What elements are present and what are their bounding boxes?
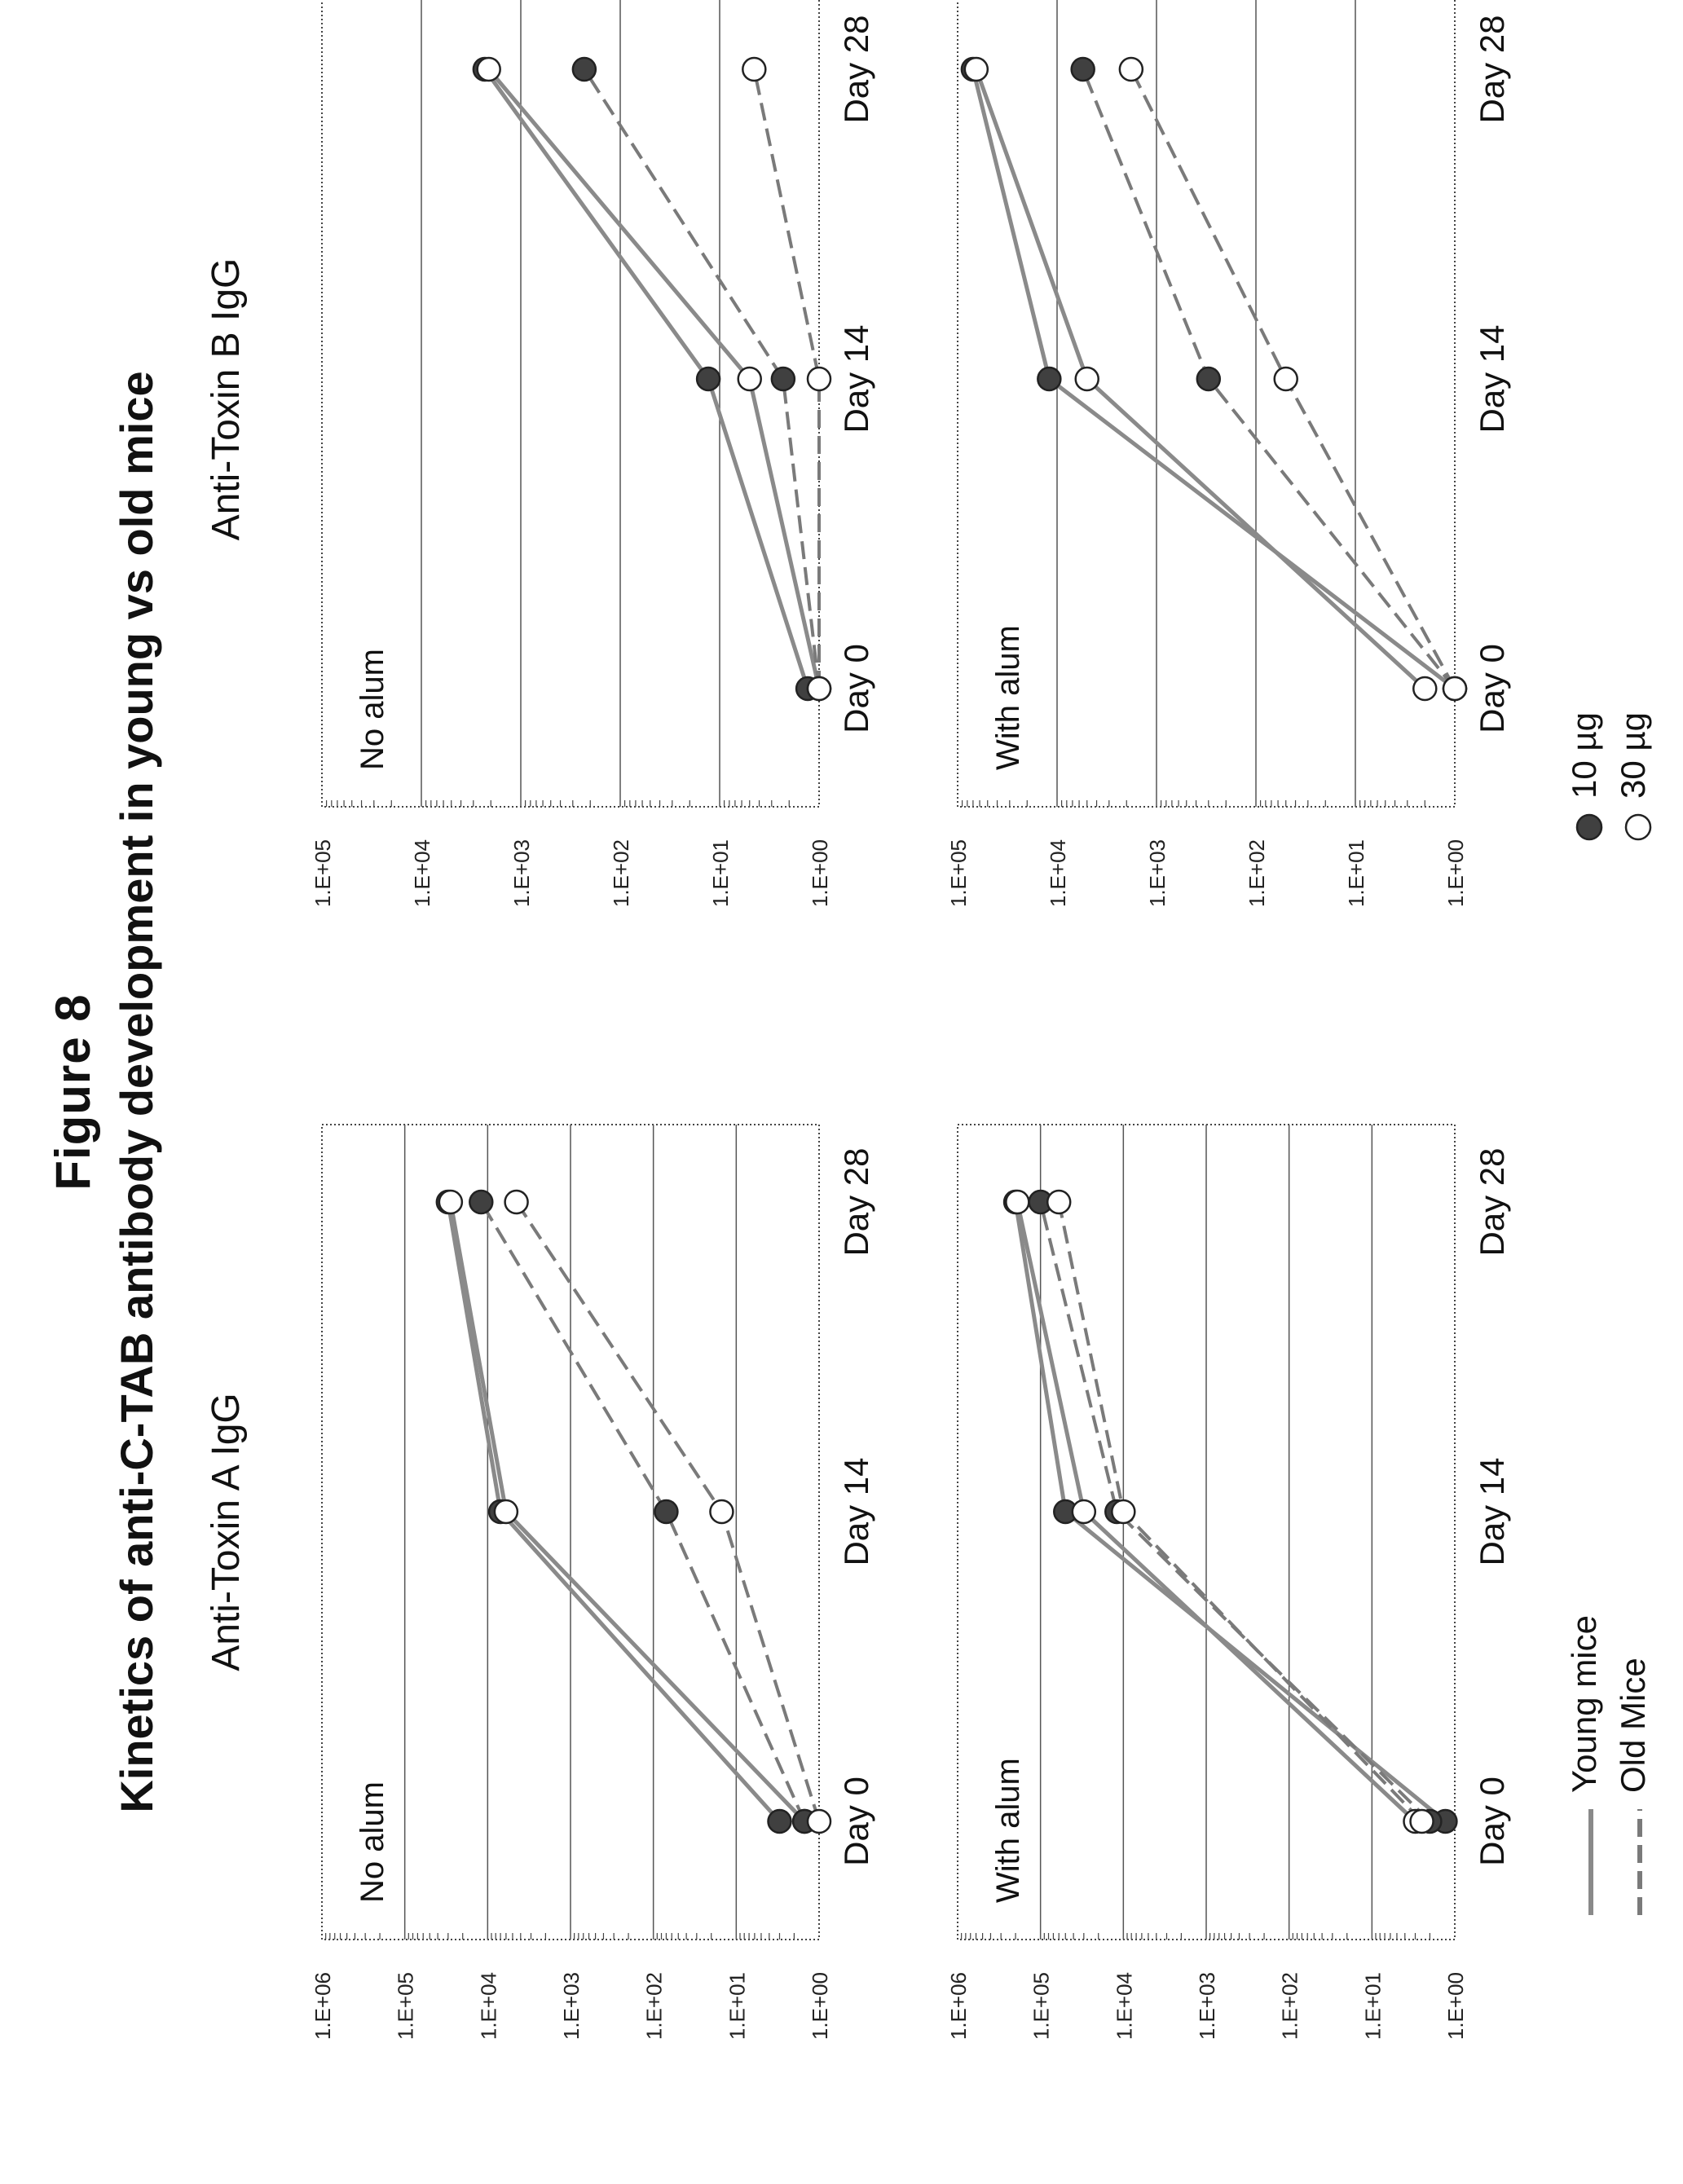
toxin-b-with-alum-ytick-label: 1.E+05 xyxy=(946,839,971,907)
toxin-a-with-alum-ytick-label: 1.E+05 xyxy=(1029,1972,1054,2040)
toxin-b-no-alum-ytick-label: 1.E+03 xyxy=(509,839,534,907)
toxin-b-with-alum-series-line-2 xyxy=(1081,68,1456,690)
toxin-a-no-alum-ytick-label: 1.E+00 xyxy=(808,1972,832,2040)
toxin-b-with-alum-data-point xyxy=(1070,56,1095,82)
toxin-a-no-alum-ytick-label: 1.E+02 xyxy=(642,1972,667,2040)
toxin-a-no-alum-ytick-label: 1.E+04 xyxy=(476,1972,500,2040)
toxin-b-with-alum-data-point xyxy=(1273,366,1298,392)
toxin-a-no-alum-data-point xyxy=(469,1189,494,1215)
toxin-b-no-alum-data-point xyxy=(737,366,762,392)
toxin-a-with-alum-data-point xyxy=(1111,1499,1136,1525)
toxin-b-no-alum-data-point xyxy=(806,676,832,702)
toxin-b-with-alum-ytick-label: 1.E+03 xyxy=(1145,839,1170,907)
toxin-b-no-alum-ytick-label: 1.E+00 xyxy=(808,839,832,907)
toxin-a-with-alum-xtick-label: Day 0 xyxy=(1473,1777,1511,1866)
toxin-a-no-alum-annotation: No alum xyxy=(355,1781,390,1903)
toxin-a-no-alum-xtick-label: Day 28 xyxy=(837,1147,875,1256)
toxin-b-with-alum-data-point xyxy=(963,56,989,82)
legend-young-mice-label: Young mice xyxy=(1565,1615,1603,1793)
toxin-a-no-alum-xtick-label: Day 14 xyxy=(837,1457,875,1565)
toxin-b-no-alum-annotation: No alum xyxy=(355,649,390,770)
toxin-a-no-alum-ytick-label: 1.E+06 xyxy=(311,1972,335,2040)
toxin-a-with-alum-ytick-label: 1.E+00 xyxy=(1443,1972,1468,2040)
toxin-b-with-alum-ytick-label: 1.E+02 xyxy=(1245,839,1269,907)
toxin-b-no-alum-series-line-1 xyxy=(487,68,822,689)
toxin-b-with-alum-annotation: With alum xyxy=(990,625,1026,770)
toxin-b-with-alum-ytick-label: 1.E+01 xyxy=(1344,839,1368,907)
toxin-b-no-alum-ytick-label: 1.E+05 xyxy=(311,839,335,907)
toxin-b-with-alum-plot-frame xyxy=(957,0,1456,808)
toxin-a-with-alum-ytick-label: 1.E+04 xyxy=(1112,1972,1136,2040)
toxin-a-no-alum-series-line-2 xyxy=(479,1200,806,1822)
toxin-a-with-alum-ytick-label: 1.E+03 xyxy=(1195,1972,1219,2040)
legend-open-marker xyxy=(1624,813,1652,841)
toxin-a-with-alum-xtick-label: Day 28 xyxy=(1473,1147,1511,1256)
toxin-a-no-alum-xtick-label: Day 0 xyxy=(837,1777,875,1866)
toxin-b-no-alum-ytick-label: 1.E+01 xyxy=(708,839,733,907)
toxin-b-with-alum-ytick-label: 1.E+04 xyxy=(1046,839,1070,907)
toxin-b-no-alum-plot-frame xyxy=(321,0,820,808)
toxin-b-no-alum-data-point xyxy=(695,366,721,392)
toxin-b-with-alum-data-point xyxy=(1196,366,1222,392)
toxin-b-no-alum-series-line-2 xyxy=(583,68,821,689)
toxin-b-no-alum-ytick-label: 1.E+02 xyxy=(609,839,633,907)
toxin-a-with-alum-annotation: With alum xyxy=(990,1758,1026,1903)
legend-30ug-label: 30 µg xyxy=(1614,712,1652,799)
toxin-b-with-alum-data-point xyxy=(1442,676,1468,702)
toxin-b-no-alum-data-point xyxy=(476,56,501,82)
toxin-a-with-alum-data-point xyxy=(1071,1499,1097,1525)
toxin-b-no-alum-xtick-label: Day 28 xyxy=(837,15,875,123)
toxin-b-with-alum-data-point xyxy=(1037,366,1062,392)
toxin-b-no-alum-xtick-label: Day 0 xyxy=(837,644,875,733)
toxin-b-with-alum-data-point xyxy=(1412,676,1438,702)
toxin-a-with-alum-data-point xyxy=(1046,1189,1072,1215)
toxin-b-no-alum-data-point xyxy=(806,366,832,392)
toxin-b-with-alum-xtick-label: Day 28 xyxy=(1473,15,1511,123)
toxin-a-with-alum-data-point xyxy=(1005,1189,1030,1215)
toxin-a-with-alum-series-line-2 xyxy=(1038,1201,1431,1823)
toxin-b-no-alum-data-point xyxy=(742,56,767,82)
toxin-a-with-alum-xtick-label: Day 14 xyxy=(1473,1457,1511,1565)
toxin-a-no-alum-data-point xyxy=(654,1499,679,1525)
legend-10ug-label: 10 µg xyxy=(1565,712,1603,799)
toxin-a-no-alum-ytick-label: 1.E+03 xyxy=(559,1972,584,2040)
toxin-b-with-alum-ytick-label: 1.E+00 xyxy=(1443,839,1468,907)
toxin-b-no-alum-xtick-label: Day 14 xyxy=(837,324,875,433)
toxin-b-with-alum-xtick-label: Day 14 xyxy=(1473,324,1511,433)
toxin-b-with-alum-data-point xyxy=(1118,56,1144,82)
toxin-a-no-alum-data-point xyxy=(806,1808,832,1834)
toxin-b-no-alum-data-point xyxy=(770,366,796,392)
toxin-b-with-alum-xtick-label: Day 0 xyxy=(1473,644,1511,733)
legend-old-mice-label: Old Mice xyxy=(1614,1658,1652,1793)
toxin-b-no-alum-data-point xyxy=(571,56,597,82)
toxin-a-with-alum-ytick-label: 1.E+01 xyxy=(1360,1972,1385,2040)
toxin-a-with-alum-ytick-label: 1.E+02 xyxy=(1278,1972,1302,2040)
toxin-b-no-alum-ytick-label: 1.E+04 xyxy=(410,839,434,907)
toxin-a-with-alum-data-point xyxy=(1409,1808,1434,1834)
toxin-a-no-alum-ytick-label: 1.E+01 xyxy=(725,1972,749,2040)
toxin-a-with-alum-ytick-label: 1.E+06 xyxy=(946,1972,971,2040)
legend-filled-marker xyxy=(1575,813,1603,841)
toxin-b-with-alum-data-point xyxy=(1074,366,1099,392)
toxin-a-no-alum-data-point xyxy=(493,1499,519,1525)
toxin-a-no-alum-data-point xyxy=(438,1189,464,1215)
toxin-a-no-alum-data-point xyxy=(504,1189,529,1215)
toxin-a-no-alum-ytick-label: 1.E+05 xyxy=(394,1972,418,2040)
toxin-a-no-alum-data-point xyxy=(709,1499,734,1525)
toxin-a-no-alum-data-point xyxy=(767,1808,792,1834)
